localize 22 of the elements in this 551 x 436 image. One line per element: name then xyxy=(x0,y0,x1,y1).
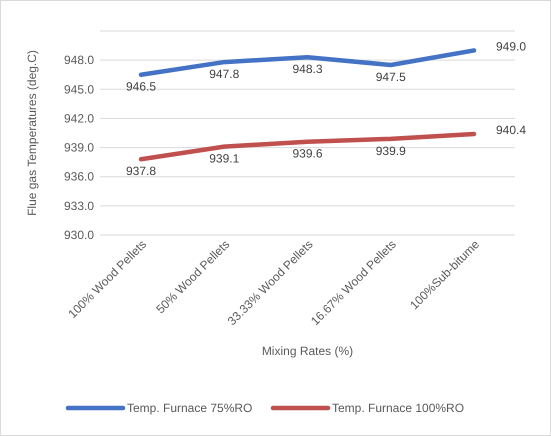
data-label: 939.9 xyxy=(376,144,406,158)
y-tick-label: 939.0 xyxy=(64,140,94,155)
data-label: 939.1 xyxy=(209,152,240,166)
data-label: 947.5 xyxy=(376,70,406,84)
data-label: 948.3 xyxy=(292,62,323,76)
data-label: 949.0 xyxy=(496,39,526,54)
y-axis-title: Flue gas Temperatures (deg.C) xyxy=(25,50,39,216)
legend-label: Temp. Furnace 75%RO xyxy=(127,401,252,415)
legend-label: Temp. Furnace 100%RO xyxy=(332,401,464,415)
y-tick-label: 930.0 xyxy=(64,228,94,242)
data-label: 947.8 xyxy=(209,67,240,82)
data-label: 946.5 xyxy=(126,80,156,94)
y-tick-label: 948.0 xyxy=(64,53,94,68)
data-label: 937.8 xyxy=(126,164,156,178)
y-tick-label: 942.0 xyxy=(64,111,94,126)
data-label: 940.4 xyxy=(496,122,526,137)
y-tick-label: 933.0 xyxy=(64,198,94,213)
line-series xyxy=(138,132,476,162)
data-label: 939.6 xyxy=(292,146,323,161)
y-tick-label: 945.0 xyxy=(64,82,94,96)
y-tick-label: 936.0 xyxy=(64,170,94,184)
x-axis-title: Mixing Rates (%) xyxy=(262,344,354,358)
